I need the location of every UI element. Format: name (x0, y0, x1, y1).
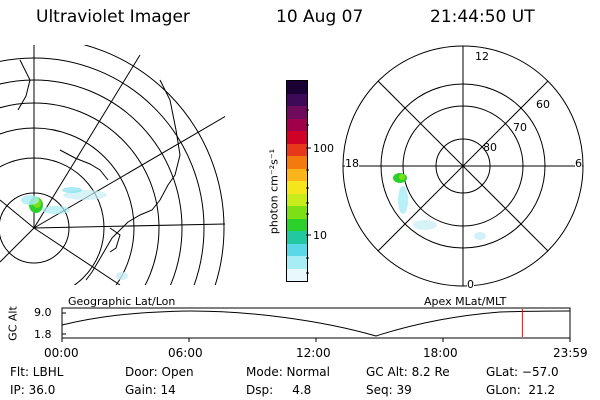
mlt-label-6: 6 (575, 157, 582, 170)
colorbar-tick-10: 10 (313, 229, 327, 242)
timeline-ytick-9: 9.0 (34, 306, 52, 319)
mlt-label-12: 12 (474, 50, 490, 63)
colorbar-segment (287, 231, 307, 244)
colorbar-segment (287, 243, 307, 256)
info-glon: GLon: 21.2 (486, 383, 556, 397)
time-label: 21:44:50 UT (430, 7, 535, 27)
timeline-xtick-1200: 12:00 (296, 346, 331, 360)
date-label: 10 Aug 07 (276, 7, 364, 27)
colorbar-tick-100: 100 (313, 142, 334, 155)
timeline-ytick-1-8: 1.8 (34, 328, 52, 341)
colorbar-segment (287, 193, 307, 206)
geo-aurora-blobs (21, 187, 128, 280)
timeline-xtick-0000: 00:00 (44, 346, 79, 360)
timeline-xtick-1800: 18:00 (423, 346, 458, 360)
polar-aurora-blobs (393, 173, 486, 240)
info-mode: Mode: Normal (246, 365, 330, 379)
colorbar-segment (287, 156, 307, 169)
apex-map-label: Apex MLat/MLT (424, 295, 507, 308)
info-ip: IP: 36.0 (10, 383, 56, 397)
colorbar-segment (287, 218, 307, 231)
geo-map-label: Geographic Lat/Lon (68, 295, 176, 308)
colorbar-segment (287, 118, 307, 131)
info-gain: Gain: 14 (125, 383, 176, 397)
colorbar-segment (287, 206, 307, 219)
mlat-label-70: 70 (513, 121, 527, 134)
info-filter: Flt: LBHL (10, 365, 64, 379)
timeline-xtick-2359: 23:59 (553, 346, 588, 360)
colorbar-segment (287, 106, 307, 119)
colorbar-segment (287, 81, 307, 94)
colorbar (286, 80, 308, 282)
colorbar-segment (287, 131, 307, 144)
colorbar-segment (287, 256, 307, 269)
info-glat: GLat: −57.0 (486, 365, 559, 379)
mlt-label-0: 0 (467, 278, 474, 291)
colorbar-segment (287, 168, 307, 181)
info-dsp: Dsp: 4.8 (246, 383, 312, 397)
mlat-label-80: 80 (483, 141, 497, 154)
info-seq: Seq: 39 (366, 383, 412, 397)
timeline-xtick-0600: 06:00 (168, 346, 203, 360)
timeline-ylabel: GC Alt (6, 306, 20, 341)
colorbar-segment (287, 268, 307, 281)
colorbar-segment (287, 181, 307, 194)
mlt-label-18: 18 (345, 157, 359, 170)
mlat-label-60: 60 (536, 98, 550, 111)
info-gc-alt: GC Alt: 8.2 Re (366, 365, 450, 379)
info-door: Door: Open (125, 365, 194, 379)
colorbar-segment (287, 143, 307, 156)
instrument-title: Ultraviolet Imager (36, 7, 190, 27)
colorbar-segment (287, 93, 307, 106)
